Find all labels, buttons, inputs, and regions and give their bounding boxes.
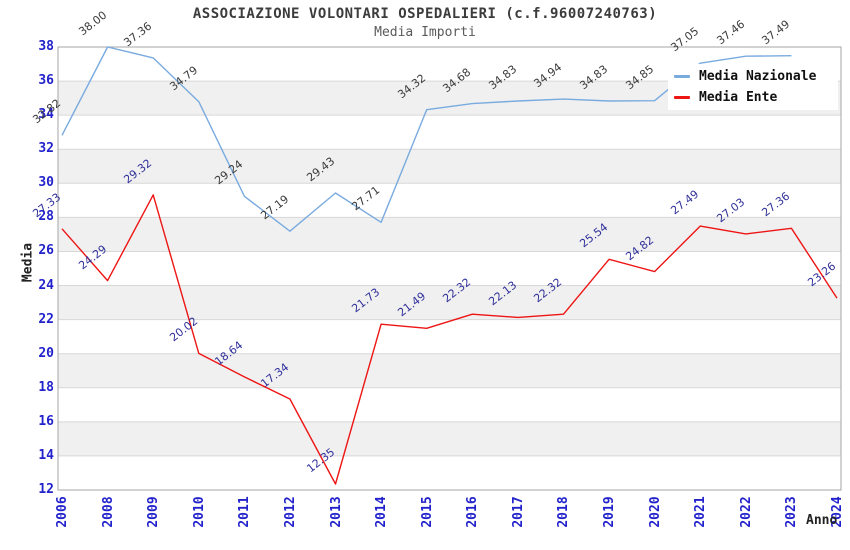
y-axis-title: Media bbox=[20, 242, 36, 283]
plot-band bbox=[58, 149, 841, 184]
plot-band bbox=[58, 353, 841, 388]
plot-band bbox=[58, 285, 841, 320]
chart-subtitle: Media Importi bbox=[374, 25, 476, 40]
legend-item-0: Media Nazionale bbox=[674, 69, 838, 84]
legend-label: Media Ente bbox=[699, 89, 778, 105]
plot-band bbox=[58, 183, 841, 218]
series-line-1 bbox=[61, 194, 838, 485]
plot-band bbox=[58, 387, 841, 422]
x-axis-title: Anno bbox=[806, 513, 838, 528]
legend-line-icon bbox=[674, 75, 690, 79]
chart-title: ASSOCIAZIONE VOLONTARI OSPEDALIERI (c.f.… bbox=[192, 6, 658, 22]
plot-band bbox=[58, 319, 841, 354]
plot-band bbox=[58, 115, 841, 150]
legend: Media Nazionale Media Ente bbox=[668, 64, 838, 110]
plot-band bbox=[58, 251, 841, 286]
legend-line-icon bbox=[674, 95, 690, 99]
legend-item-1: Media Ente bbox=[674, 90, 838, 105]
plot-band bbox=[58, 217, 841, 252]
legend-label: Media Nazionale bbox=[699, 69, 817, 85]
plot-border bbox=[57, 46, 842, 491]
plot-band bbox=[58, 421, 841, 456]
plot-band bbox=[58, 455, 841, 490]
